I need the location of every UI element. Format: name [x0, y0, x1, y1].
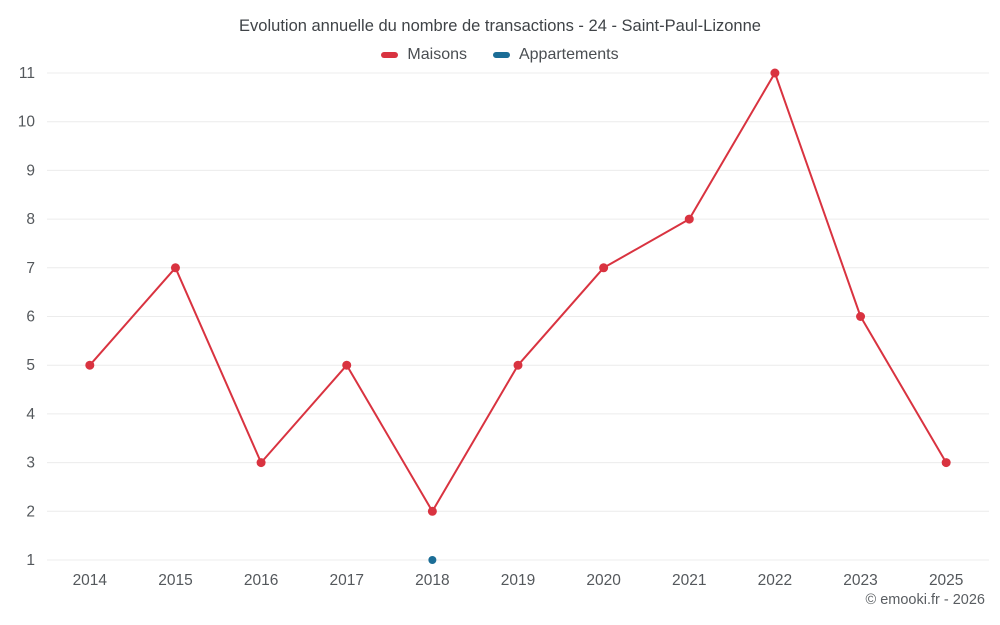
legend-item-appartements[interactable]: Appartements [492, 46, 619, 64]
y-axis-label: 5 [26, 357, 35, 374]
data-point-maisons[interactable] [342, 360, 352, 370]
data-point-maisons[interactable] [941, 458, 951, 468]
x-axis-label: 2016 [244, 572, 278, 589]
y-axis-label: 8 [26, 211, 35, 228]
data-point-maisons[interactable] [170, 263, 180, 273]
data-point-maisons[interactable] [513, 360, 523, 370]
y-axis-label: 11 [19, 65, 35, 82]
x-axis-label: 2019 [501, 572, 535, 589]
y-axis-label: 2 [26, 503, 35, 520]
x-axis-label: 2014 [73, 572, 108, 589]
data-point-maisons[interactable] [85, 360, 95, 370]
legend-label-appartements: Appartements [518, 46, 619, 63]
x-axis-label: 2022 [758, 572, 792, 589]
x-axis-label: 2017 [329, 572, 363, 589]
data-point-maisons[interactable] [427, 506, 437, 516]
data-point-maisons[interactable] [599, 263, 609, 273]
copyright: © emooki.fr - 2026 [865, 592, 985, 608]
appartements-swatch-icon [492, 52, 510, 58]
legend: Maisons Appartements [0, 46, 1000, 64]
x-axis-label: 2020 [586, 572, 621, 589]
x-axis-label: 2015 [158, 572, 192, 589]
legend-label-maisons: Maisons [407, 46, 467, 63]
y-axis-label: 1 [26, 552, 35, 569]
y-axis-label: 10 [18, 114, 36, 131]
y-axis-label: 3 [26, 455, 35, 472]
data-point-maisons[interactable] [256, 458, 266, 468]
data-point-maisons[interactable] [856, 312, 866, 321]
data-point-appartements[interactable] [428, 556, 437, 564]
maisons-swatch-icon [381, 52, 399, 58]
y-axis-label: 7 [26, 260, 35, 277]
data-point-maisons[interactable] [770, 68, 780, 78]
legend-item-maisons[interactable]: Maisons [381, 46, 467, 64]
series-line-maisons [88, 72, 948, 513]
y-axis-label: 4 [26, 406, 35, 423]
x-axis-label: 2023 [843, 572, 877, 589]
x-axis-label: 2018 [415, 572, 449, 589]
y-axis-label: 6 [26, 309, 35, 326]
chart-title: Evolution annuelle du nombre de transact… [239, 17, 761, 35]
y-axis-label: 9 [26, 162, 35, 179]
x-axis-label: 2025 [929, 572, 963, 589]
data-point-maisons[interactable] [684, 214, 694, 224]
x-axis-label: 2021 [672, 572, 706, 589]
